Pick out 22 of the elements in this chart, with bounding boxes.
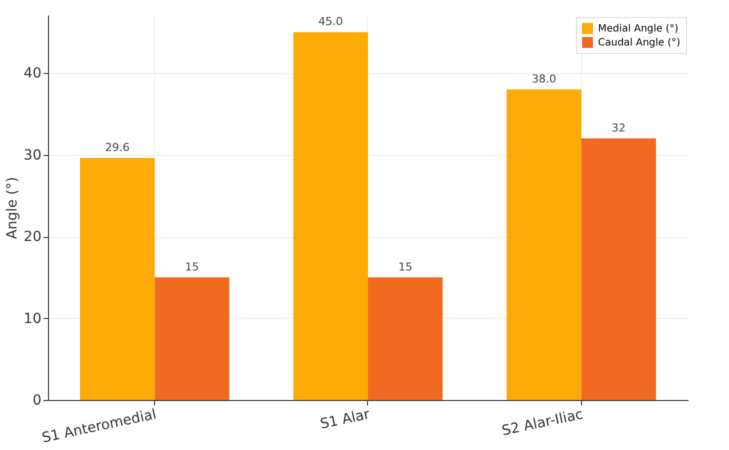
- bar: [154, 277, 230, 400]
- y-axis-title: Angle (°): [4, 176, 21, 240]
- bar: [293, 32, 368, 400]
- data-label: 29.6: [105, 141, 130, 154]
- data-label: 45.0: [318, 15, 343, 28]
- x-tick-label: S2 Alar-Iliac: [500, 406, 584, 440]
- y-tick-label: 10: [24, 310, 42, 327]
- legend-label: Caudal Angle (°): [598, 38, 680, 48]
- y-tick-label: 0: [32, 392, 42, 408]
- x-tick-label: S1 Alar: [318, 406, 372, 433]
- y-tick-label: 40: [24, 66, 42, 82]
- bar: [506, 89, 582, 400]
- bar: [581, 138, 656, 400]
- data-label: 38.0: [532, 72, 556, 86]
- bar: [80, 158, 155, 400]
- data-label: 15: [398, 260, 412, 274]
- data-label: 15: [185, 260, 199, 274]
- data-label: 32: [612, 121, 626, 134]
- y-tick-label: 20: [24, 229, 42, 246]
- y-tick-label: 30: [24, 147, 42, 164]
- legend-label: Medial Angle (°): [598, 24, 679, 34]
- bar: [368, 277, 443, 400]
